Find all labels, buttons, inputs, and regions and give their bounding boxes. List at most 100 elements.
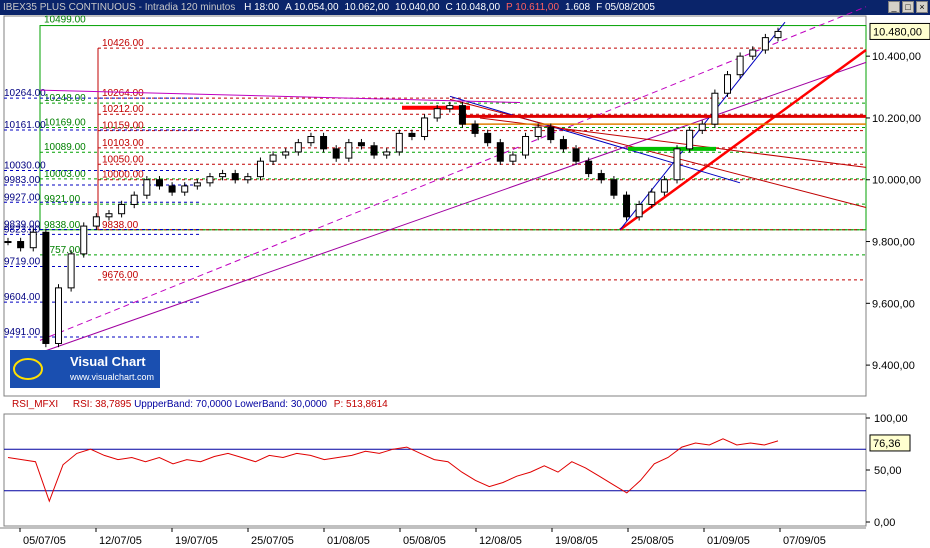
candle-body-18 <box>231 173 239 181</box>
candle-body-51 <box>648 191 656 205</box>
indicator-title-bar: RSI_MFXI RSI: 38,7895 UppperBand: 70,000… <box>0 398 930 412</box>
rsi-current-box <box>869 434 911 452</box>
date-label-5: 05/08/05 <box>403 535 446 547</box>
candle-body-38 <box>484 132 492 144</box>
rsi-tick-label-1: 50,00 <box>874 465 902 477</box>
candle-body-40 <box>509 154 517 162</box>
date-label-1: 12/07/05 <box>99 535 142 547</box>
window-titlebar[interactable]: IBEX35 PLUS CONTINUOUS - Intradia 120 mi… <box>0 0 930 15</box>
candle-body-37 <box>471 123 479 134</box>
date-label-6: 12/08/05 <box>479 535 522 547</box>
price-tick-label-1: 10.200,00 <box>872 113 921 125</box>
left-level-label-5: 9839.00 <box>4 219 41 230</box>
fib-red-label-6: 10000.00 <box>102 170 144 181</box>
candle-body-1 <box>17 241 25 249</box>
rsi-tick-label-2: 0,00 <box>874 517 895 529</box>
candle-body-25 <box>320 135 328 150</box>
candle-body-49 <box>623 194 631 218</box>
trend-line-1 <box>39 61 867 354</box>
fib-green-label-2: 10169.00 <box>44 118 86 129</box>
left-level-label-1: 10161.00 <box>4 120 46 131</box>
rsi-line <box>7 438 779 503</box>
left-level-label-8: 9604.00 <box>4 292 41 303</box>
candle-body-60 <box>761 37 769 51</box>
ohlc-field-0: H 18:00 <box>244 2 280 13</box>
candle-body-39 <box>496 142 504 162</box>
watermark-box <box>10 350 160 388</box>
fib-red-label-0: 10426.00 <box>102 38 144 49</box>
current-price-label: 10.480,00 <box>873 26 922 38</box>
candle-body-17 <box>219 173 227 178</box>
candle-body-19 <box>244 176 252 181</box>
candle-body-21 <box>269 154 277 162</box>
date-label-10: 07/09/05 <box>783 535 826 547</box>
watermark-logo-icon <box>13 358 43 380</box>
price-tick-label-4: 9.600,00 <box>872 298 915 310</box>
candle-body-55 <box>698 123 706 131</box>
left-level-label-6: 9823.00 <box>4 224 41 235</box>
left-level-label-7: 9719.00 <box>4 257 41 268</box>
candle-body-12 <box>155 179 163 187</box>
fib-red-label-4: 10103.00 <box>102 138 144 149</box>
candle-body-36 <box>458 105 466 125</box>
candle-body-10 <box>130 194 138 205</box>
ohlc-field-1: A 10.054,00 <box>285 2 339 13</box>
fib-red-label-7: 9838.00 <box>102 220 139 231</box>
watermark-brand: Visual Chart <box>70 354 146 369</box>
candle-body-44 <box>559 139 567 150</box>
date-label-3: 25/07/05 <box>251 535 294 547</box>
ohlc-field-7: F 05/08/2005 <box>596 2 655 13</box>
trend-line-4 <box>449 95 741 184</box>
candle-body-4 <box>54 287 62 344</box>
candle-body-14 <box>181 185 189 193</box>
indicator-lower-label: LowerBand: 30,0000 <box>234 399 327 410</box>
indicator-upper-label: UppperBand: 70,0000 <box>134 399 232 410</box>
date-label-2: 19/07/05 <box>175 535 218 547</box>
ohlc-field-2: 10.062,00 <box>344 2 390 13</box>
date-label-4: 01/08/05 <box>327 535 370 547</box>
candle-body-48 <box>610 179 618 196</box>
indicator-p-label: P: 513,8614 <box>333 399 388 410</box>
left-level-label-0: 10264.00 <box>4 88 46 99</box>
current-price-box <box>869 22 930 40</box>
candle-body-20 <box>256 160 264 178</box>
fib-green-label-3: 10089.00 <box>44 142 86 153</box>
candle-body-35 <box>446 105 454 110</box>
candle-body-42 <box>534 126 542 137</box>
left-level-label-4: 9927.00 <box>4 192 41 203</box>
candle-body-57 <box>724 74 732 94</box>
candle-body-56 <box>711 92 719 125</box>
maximize-button[interactable]: □ <box>902 1 914 13</box>
candle-body-34 <box>433 108 441 119</box>
candle-body-29 <box>370 145 378 156</box>
price-tick-label-0: 10.400,00 <box>872 51 921 63</box>
price-panel-frame <box>3 15 867 397</box>
candle-body-46 <box>585 160 593 175</box>
candle-body-54 <box>686 129 694 150</box>
candle-body-26 <box>332 148 340 159</box>
date-label-9: 01/09/05 <box>707 535 750 547</box>
fib-red-label-5: 10050.00 <box>102 154 144 165</box>
candle-body-6 <box>80 225 88 255</box>
price-tick-label-3: 9.800,00 <box>872 237 915 249</box>
candle-body-47 <box>597 173 605 181</box>
ohlc-fields: H 18:00 A 10.054,00 10.062,00 10.040,00 C 10… <box>244 2 661 13</box>
candle-body-8 <box>105 213 113 218</box>
close-button[interactable]: × <box>916 1 928 13</box>
trend-line-0 <box>39 6 867 341</box>
chart-title: IBEX35 PLUS CONTINUOUS - Intradia 120 mi… <box>3 2 236 13</box>
candle-body-43 <box>547 126 555 141</box>
candle-body-5 <box>67 253 75 289</box>
rsi-current-label: 76,36 <box>873 438 901 450</box>
left-level-label-9: 9491.00 <box>4 327 41 338</box>
candle-body-53 <box>673 148 681 181</box>
minimize-button[interactable]: _ <box>888 1 900 13</box>
candle-body-24 <box>307 135 315 144</box>
candle-body-7 <box>92 216 100 227</box>
candle-body-27 <box>345 142 353 159</box>
candle-body-0 <box>4 241 12 244</box>
candle-body-13 <box>168 185 176 193</box>
fib-green-label-7: 9757.00 <box>44 245 81 256</box>
